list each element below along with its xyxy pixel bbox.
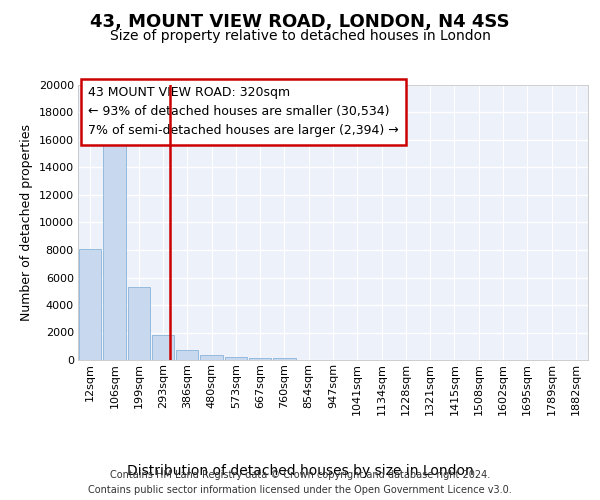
Bar (200, 356, 223, 360)
Bar (249, 358, 271, 360)
Y-axis label: Number of detached properties: Number of detached properties (20, 124, 33, 321)
Text: 43 MOUNT VIEW ROAD: 320sqm
← 93% of detached houses are smaller (30,534)
7% of s: 43 MOUNT VIEW ROAD: 320sqm ← 93% of deta… (88, 86, 399, 138)
Text: Size of property relative to detached houses in London: Size of property relative to detached ho… (110, 29, 490, 43)
Bar (152, 334, 174, 360)
Text: Distribution of detached houses by size in London: Distribution of detached houses by size … (127, 464, 473, 477)
Bar (273, 358, 296, 360)
Text: 43, MOUNT VIEW ROAD, LONDON, N4 4SS: 43, MOUNT VIEW ROAD, LONDON, N4 4SS (90, 12, 510, 30)
Bar (176, 350, 199, 360)
Bar (103, 132, 125, 360)
Bar (128, 287, 150, 360)
Bar (224, 357, 247, 360)
Bar (79, 250, 101, 360)
Text: Contains HM Land Registry data © Crown copyright and database right 2024.
Contai: Contains HM Land Registry data © Crown c… (88, 470, 512, 495)
